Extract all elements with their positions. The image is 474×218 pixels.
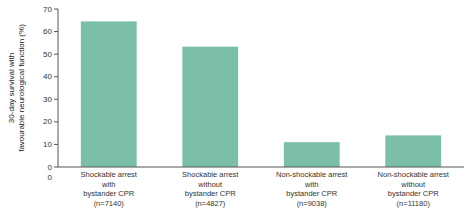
y-axis: 0 10 20 30 40 50 60 70 — [43, 5, 58, 172]
x-axis-line — [58, 167, 464, 168]
bar — [182, 47, 238, 167]
y-tick — [54, 144, 58, 145]
y-tick-label: 20 — [43, 117, 52, 126]
y-axis-line — [58, 9, 59, 167]
y-tick — [54, 31, 58, 32]
y-tick-label: 70 — [43, 5, 52, 14]
x-tick-label: Non-shockable arrestwithoutbystander CPR… — [378, 170, 450, 208]
y-tick-label: 0 — [48, 163, 53, 172]
bar — [81, 21, 137, 167]
x-axis: Shockable arrestwithbystander CPR(n=7140… — [81, 170, 450, 208]
y-tick — [54, 99, 58, 100]
y-tick — [54, 76, 58, 77]
x-tick-label: Shockable arrestwithbystander CPR(n=7140… — [81, 170, 138, 208]
bar — [284, 142, 340, 167]
y-tick — [54, 54, 58, 55]
chart: 0 10 20 30 40 50 60 70 Shockable arrestwithbysta… — [0, 0, 474, 218]
y-tick-label: 60 — [43, 27, 52, 36]
y-tick — [54, 9, 58, 10]
y-axis-label: 30-day survival withfavourable neurologi… — [7, 24, 26, 152]
y-tick — [54, 121, 58, 122]
x-tick-label: Shockable arrestwithoutbystander CPR(n=4… — [182, 170, 239, 208]
y-tick-label: 10 — [43, 140, 52, 149]
y-tick — [54, 167, 58, 168]
y-tick-label: 40 — [43, 72, 52, 81]
x-tick-label: Non-shockable arrestwithbystander CPR(n=… — [276, 170, 348, 208]
y-tick-label: 50 — [43, 50, 52, 59]
bar — [385, 135, 441, 167]
y-tick-label: 30 — [43, 95, 52, 104]
annotation: 0 — [48, 173, 53, 182]
bars — [81, 21, 441, 167]
